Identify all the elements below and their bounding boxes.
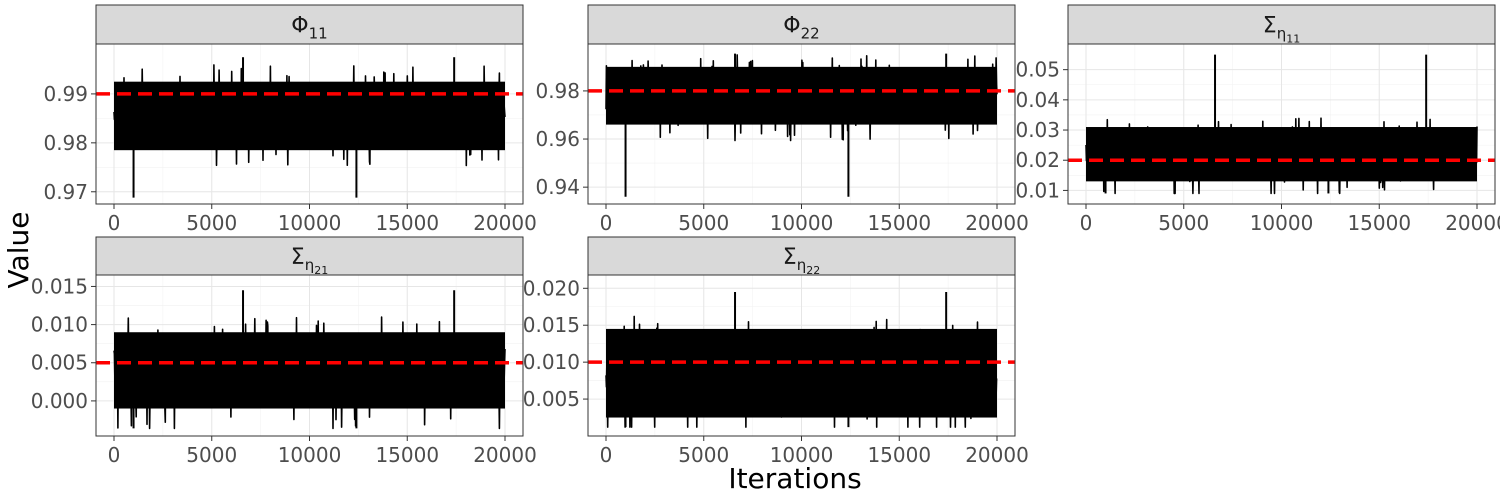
strip-label: Ση22 [783,245,820,277]
y-tick-label: 0.01 [1015,178,1060,202]
strip-label: Ση21 [291,245,328,277]
x-tick-label: 0 [600,211,613,235]
panel-1: Φ11 0 5000 10000 15000 20000 0.97 0.98 0.99 [43,4,537,235]
strip-label: Φ22 [783,14,819,43]
x-tick-label: 0 [1080,211,1093,235]
strip-label: Φ11 [291,14,327,43]
strip-label-base: Φ [783,14,800,39]
y-tick-label: 0.94 [535,175,580,199]
x-tick-label: 10000 [278,211,342,235]
x-tick-label: 5000 [678,211,729,235]
strip-label-base: Σ [291,245,305,270]
x-tick-label: 20000 [473,443,537,467]
trace-band [1086,127,1477,182]
x-axis-label: Iterations [728,462,861,495]
y-tick-label: 0.000 [31,389,88,413]
y-tick-label: 0.010 [31,313,88,337]
x-tick-label: 5000 [1158,211,1209,235]
strip-label-base: Σ [1263,14,1277,39]
x-tick-label: 10000 [278,443,342,467]
x-tick-label: 0 [108,211,121,235]
y-tick-label: 0.005 [31,351,88,375]
strip-header [587,4,1016,45]
x-tick-label: 20000 [965,211,1029,235]
x-tick-label: 15000 [375,443,439,467]
x-tick-label: 5000 [678,443,729,467]
strip-label-sub: η [1277,25,1287,43]
trace-band [114,81,505,151]
y-axis-label: Value [2,212,35,289]
y-tick-label: 0.98 [43,131,88,155]
strip-header [1067,4,1496,45]
y-tick-label: 0.99 [43,82,88,106]
x-tick-label: 10000 [1250,211,1314,235]
panel-5: Ση22 0 5000 10000 15000 20000 0.005 0.010 0.015 0… [523,236,1029,467]
y-tick-label: 0.02 [1015,148,1060,172]
panel-4: Ση21 0 5000 10000 15000 20000 0.000 0.005 0.010 0… [31,236,537,467]
strip-label-sub: 22 [801,25,820,43]
y-tick-label: 0.97 [43,180,88,204]
strip-header [587,236,1016,276]
y-tick-label: 0.05 [1015,58,1060,82]
x-tick-label: 5000 [186,211,237,235]
y-tick-label: 0.96 [535,127,580,151]
x-tick-label: 15000 [867,211,931,235]
x-tick-label: 10000 [770,211,834,235]
strip-label: Ση11 [1263,14,1300,46]
x-tick-label: 20000 [965,443,1029,467]
y-tick-label: 0.010 [523,350,580,374]
strip-label-sub: η [797,256,807,274]
x-tick-label: 5000 [186,443,237,467]
panel-2: Φ22 0 5000 10000 15000 20000 0.94 0.96 0.98 [535,4,1029,235]
strip-label-base: Φ [291,14,308,39]
x-tick-label: 0 [600,443,613,467]
strip-label-base: Σ [783,245,797,270]
strip-label-subsub: 22 [806,264,820,277]
strip-header [95,236,524,276]
x-tick-label: 0 [108,443,121,467]
strip-label-subsub: 21 [314,264,328,277]
x-tick-label: 15000 [867,443,931,467]
strip-label-subsub: 11 [1286,33,1300,46]
y-tick-label: 0.015 [523,313,580,337]
strip-label-sub: η [305,256,315,274]
panel-3: Ση11 0 5000 10000 15000 20000 0.01 0.02 0.03 0.04… [1015,4,1500,235]
x-tick-label: 20000 [1445,211,1500,235]
x-tick-label: 15000 [1347,211,1411,235]
y-tick-label: 0.98 [535,79,580,103]
strip-label-sub: 11 [309,25,328,43]
x-tick-label: 10000 [770,443,834,467]
y-tick-label: 0.015 [31,274,88,298]
y-tick-label: 0.04 [1015,88,1060,112]
y-tick-label: 0.03 [1015,118,1060,142]
y-tick-label: 0.020 [523,276,580,300]
y-tick-label: 0.005 [523,387,580,411]
trace-band [606,328,997,418]
x-tick-label: 15000 [375,211,439,235]
trace-band [114,332,505,409]
trace-band [606,66,997,125]
x-tick-label: 20000 [473,211,537,235]
